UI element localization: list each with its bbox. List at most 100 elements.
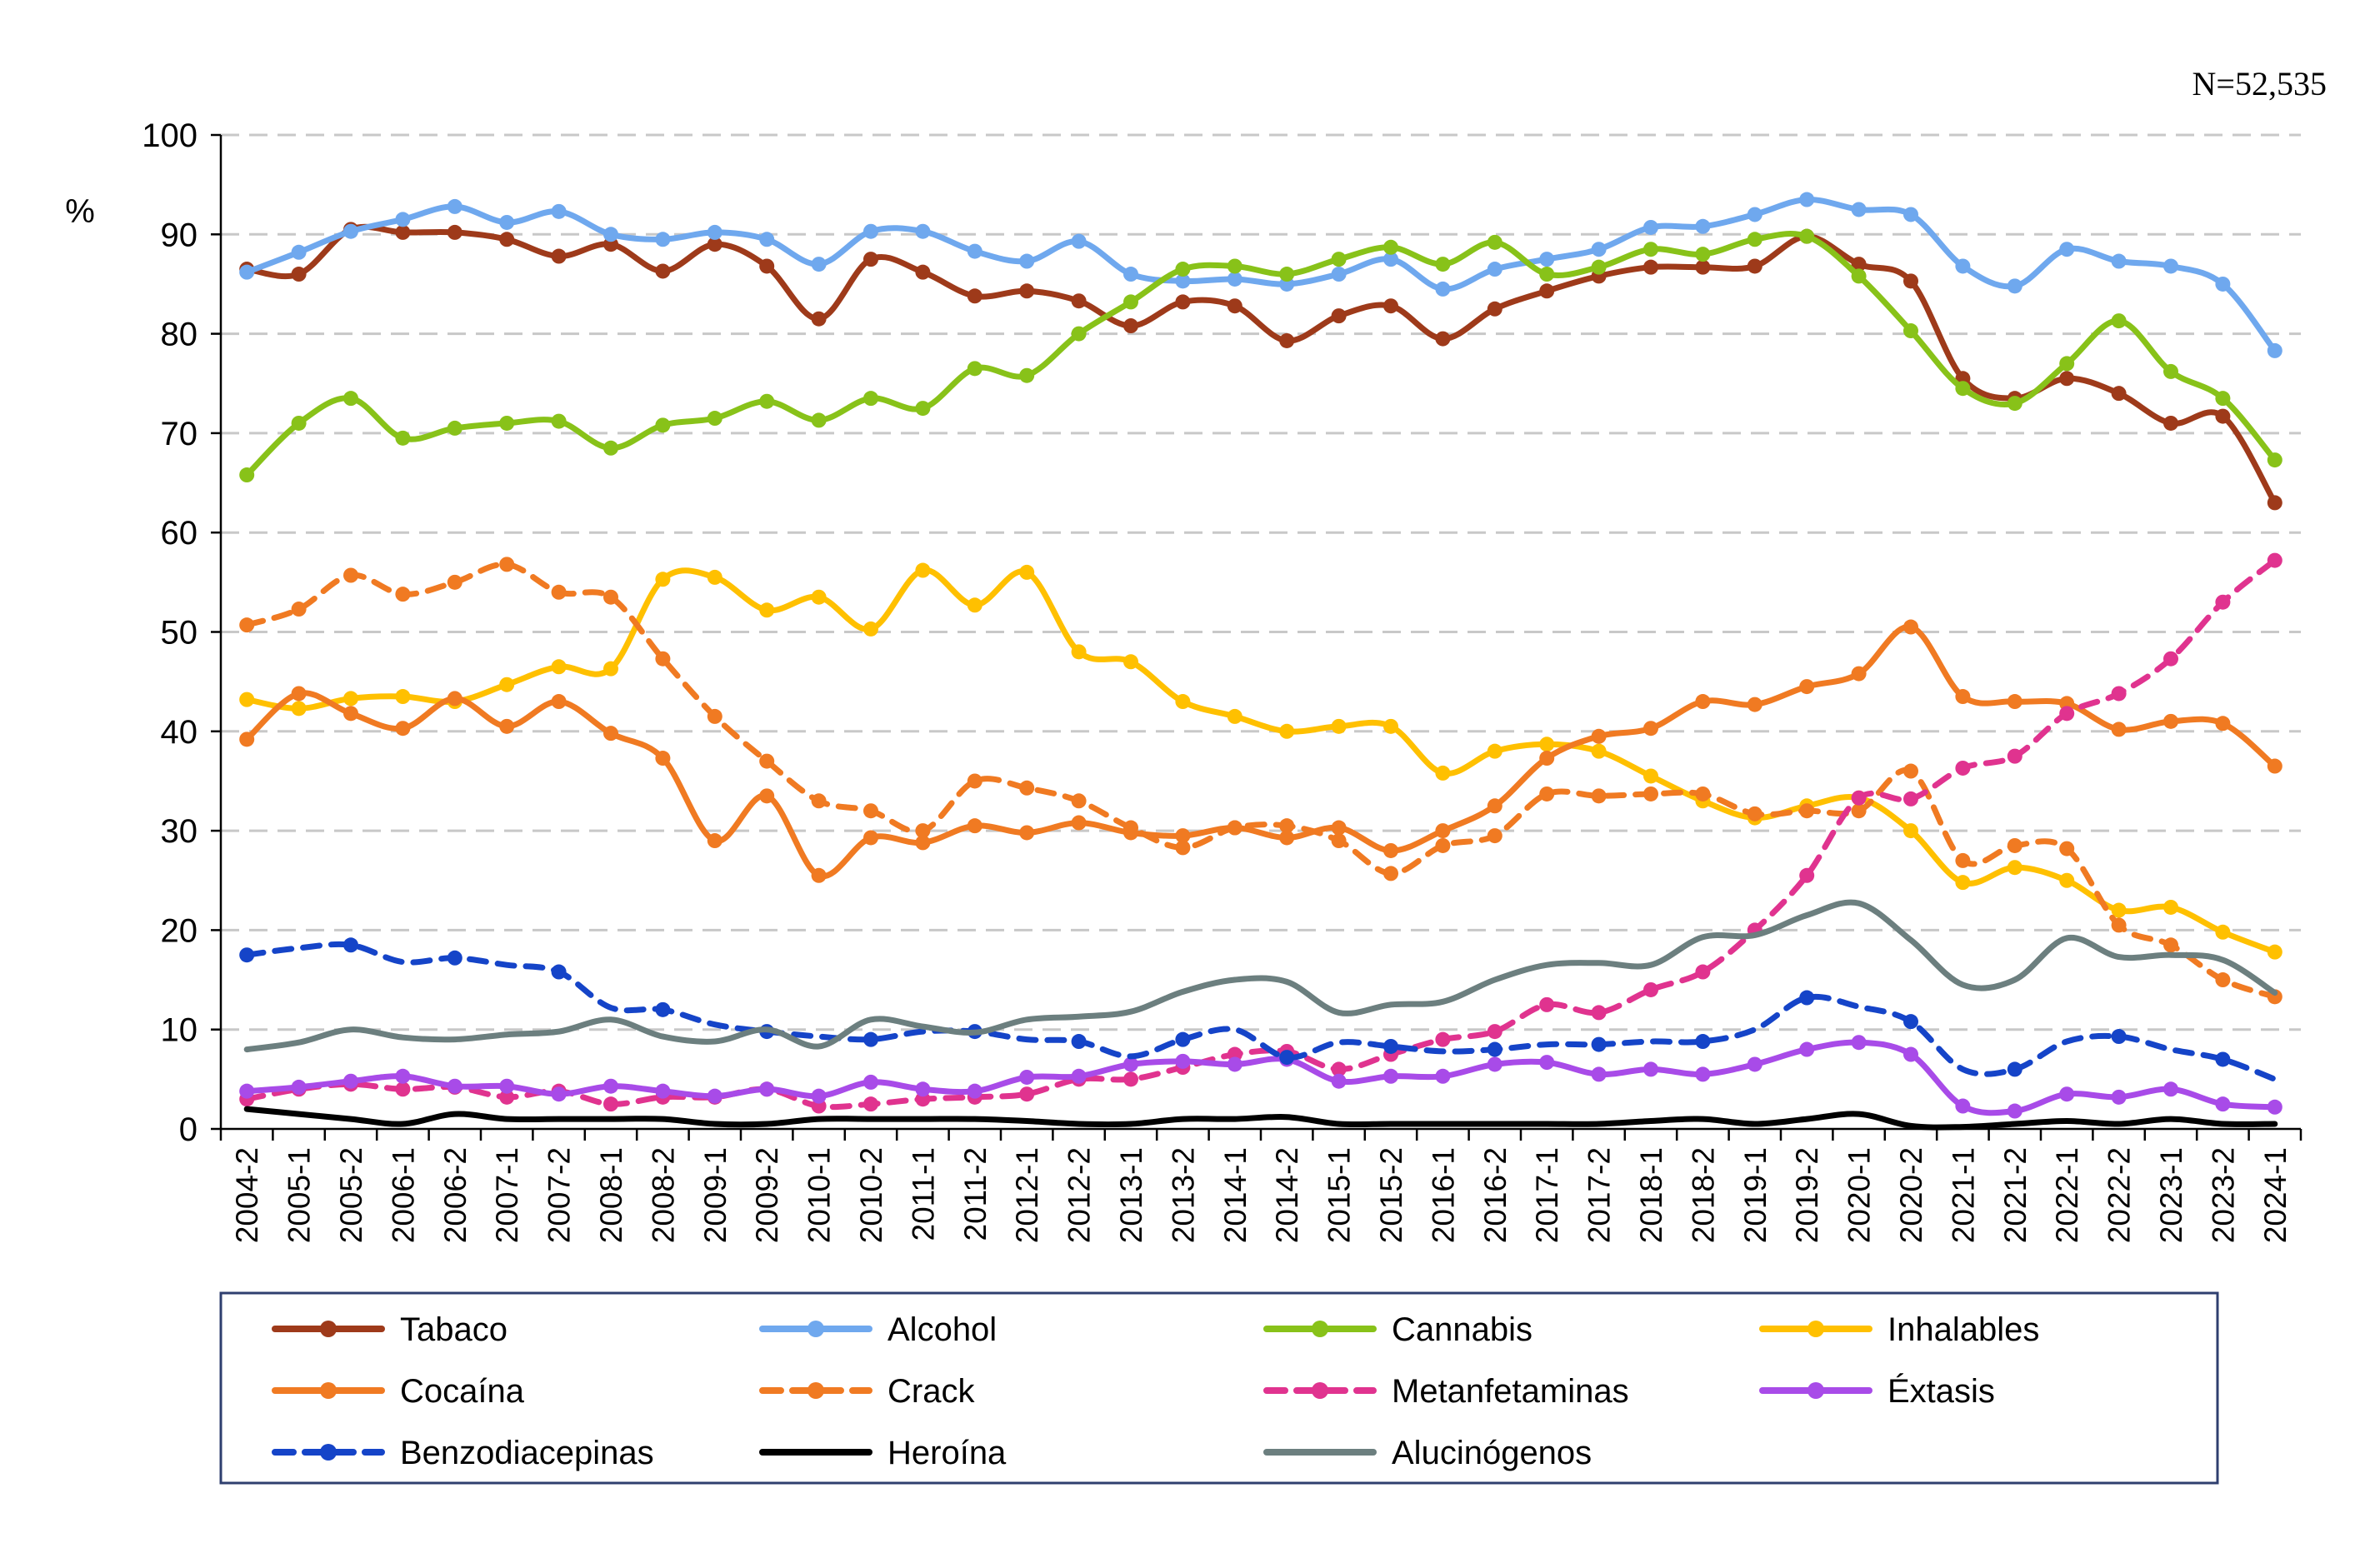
data-point [447, 224, 462, 240]
data-point [1903, 323, 1918, 339]
x-tick-label: 2005-1 [282, 1147, 317, 1243]
data-point [1383, 298, 1398, 314]
data-point [1851, 1035, 1867, 1051]
data-point [2007, 1061, 2022, 1077]
x-tick-label: 2022-1 [2050, 1147, 2084, 1243]
data-point [1695, 694, 1711, 710]
data-point [1071, 233, 1087, 249]
data-point [603, 589, 618, 605]
series-cannabis [239, 228, 2282, 483]
data-point [1539, 283, 1555, 299]
data-point [1071, 326, 1087, 342]
data-point [811, 1088, 827, 1104]
legend-marker [1808, 1382, 1824, 1399]
data-point [1799, 679, 1815, 695]
series-alucinogenos [243, 899, 2278, 1053]
data-point [1175, 840, 1191, 856]
data-point [1955, 1098, 1971, 1114]
legend-item-cannabis: Cannabis [1263, 1311, 1532, 1348]
data-point [1903, 273, 1918, 289]
data-point [1591, 728, 1607, 744]
data-point [1591, 743, 1607, 759]
data-point [1539, 786, 1555, 801]
data-point [1175, 1053, 1191, 1069]
data-point [1071, 1034, 1087, 1050]
data-point [2111, 253, 2127, 269]
data-point [1539, 252, 1555, 267]
data-point [1955, 381, 1971, 397]
data-point [1383, 842, 1398, 858]
data-point [499, 1078, 515, 1094]
legend-marker [1808, 1321, 1824, 1337]
data-point [1435, 281, 1451, 297]
data-point [811, 412, 827, 428]
data-point [1747, 1056, 1762, 1072]
data-point [291, 686, 307, 702]
data-point [2111, 902, 2127, 918]
data-point [2215, 391, 2231, 407]
data-point [239, 692, 255, 707]
data-point [1487, 828, 1502, 844]
data-point [1643, 768, 1658, 784]
data-point [863, 223, 878, 239]
data-point [343, 223, 358, 239]
legend-marker [320, 1382, 337, 1399]
data-point [499, 718, 515, 734]
data-point [2267, 452, 2282, 468]
legend-label: Benzodiacepinas [400, 1435, 654, 1471]
data-point [1695, 259, 1711, 275]
data-point [2267, 552, 2282, 568]
data-point [1539, 996, 1555, 1012]
data-point [1331, 1073, 1347, 1089]
data-point [1175, 1031, 1191, 1047]
data-point [967, 597, 982, 613]
x-tick-label: 2009-2 [750, 1147, 784, 1243]
x-tick-label: 2015-2 [1374, 1147, 1408, 1243]
y-tick-label: 30 [161, 813, 198, 850]
data-point [1279, 332, 1295, 348]
data-point [967, 773, 982, 789]
data-point [1539, 267, 1555, 282]
data-point [2215, 276, 2231, 292]
y-tick-label: 50 [161, 615, 198, 652]
data-point [707, 1088, 722, 1104]
data-point [291, 267, 307, 282]
x-tick-label: 2014-1 [1218, 1147, 1252, 1243]
series-line [243, 223, 2278, 506]
data-point [1123, 1056, 1138, 1072]
x-tick-label: 2020-2 [1894, 1147, 1928, 1243]
data-point [551, 964, 567, 980]
data-point [655, 417, 671, 433]
data-point [811, 867, 827, 883]
data-point [655, 572, 671, 587]
data-point [2163, 1081, 2178, 1097]
data-point [551, 659, 567, 675]
data-point [2007, 278, 2022, 294]
data-point [915, 835, 931, 851]
data-point [1591, 242, 1607, 257]
data-point [1955, 760, 1971, 776]
data-point [967, 1083, 982, 1099]
y-tick-label: 60 [161, 515, 198, 552]
data-point [1539, 737, 1555, 752]
x-tick-label: 2021-2 [1998, 1147, 2032, 1243]
data-point [499, 557, 515, 572]
data-point [343, 691, 358, 707]
y-tick-label: 100 [142, 117, 198, 154]
sample-size-note: N=52,535 [2192, 65, 2327, 102]
data-point [915, 823, 931, 839]
data-point [1123, 654, 1138, 670]
legend-item-extasis: Éxtasis [1759, 1372, 1995, 1410]
data-point [2111, 917, 2127, 933]
legend-item-inhalables: Inhalables [1759, 1311, 2039, 1348]
data-point [1903, 207, 1918, 222]
data-point [239, 467, 255, 483]
data-point [1331, 1061, 1347, 1077]
y-tick-label: 90 [161, 217, 198, 253]
data-point [1487, 1041, 1502, 1057]
data-point [1643, 981, 1658, 997]
data-point [2059, 242, 2075, 257]
x-tick-label: 2008-2 [646, 1147, 680, 1243]
data-point [2059, 1086, 2075, 1102]
